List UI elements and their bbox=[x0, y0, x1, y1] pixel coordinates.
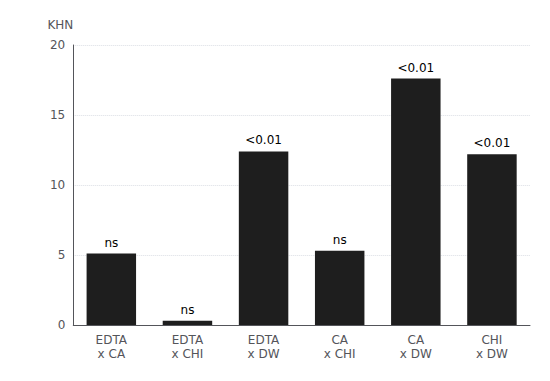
svg-text:<0.01: <0.01 bbox=[397, 61, 434, 75]
svg-text:EDTA: EDTA bbox=[96, 333, 128, 347]
svg-text:x DW: x DW bbox=[476, 347, 508, 361]
svg-text:CA: CA bbox=[408, 333, 425, 347]
svg-text:EDTA: EDTA bbox=[172, 333, 204, 347]
svg-text:CA: CA bbox=[331, 333, 348, 347]
svg-text:<0.01: <0.01 bbox=[474, 136, 511, 150]
svg-text:ns: ns bbox=[181, 303, 195, 317]
svg-text:<0.01: <0.01 bbox=[245, 133, 282, 147]
svg-text:ns: ns bbox=[104, 236, 118, 250]
svg-text:x CHI: x CHI bbox=[324, 347, 356, 361]
svg-text:5: 5 bbox=[58, 248, 66, 262]
svg-text:x CHI: x CHI bbox=[172, 347, 204, 361]
svg-text:EDTA: EDTA bbox=[248, 333, 280, 347]
svg-text:CHI: CHI bbox=[481, 333, 502, 347]
svg-text:x DW: x DW bbox=[248, 347, 280, 361]
svg-text:x CA: x CA bbox=[98, 347, 126, 361]
svg-text:ns: ns bbox=[333, 233, 347, 247]
svg-text:15: 15 bbox=[50, 108, 65, 122]
svg-text:KHN: KHN bbox=[47, 18, 73, 32]
svg-text:10: 10 bbox=[50, 178, 65, 192]
svg-text:20: 20 bbox=[50, 38, 65, 52]
svg-text:0: 0 bbox=[58, 318, 66, 332]
svg-text:x DW: x DW bbox=[400, 347, 432, 361]
